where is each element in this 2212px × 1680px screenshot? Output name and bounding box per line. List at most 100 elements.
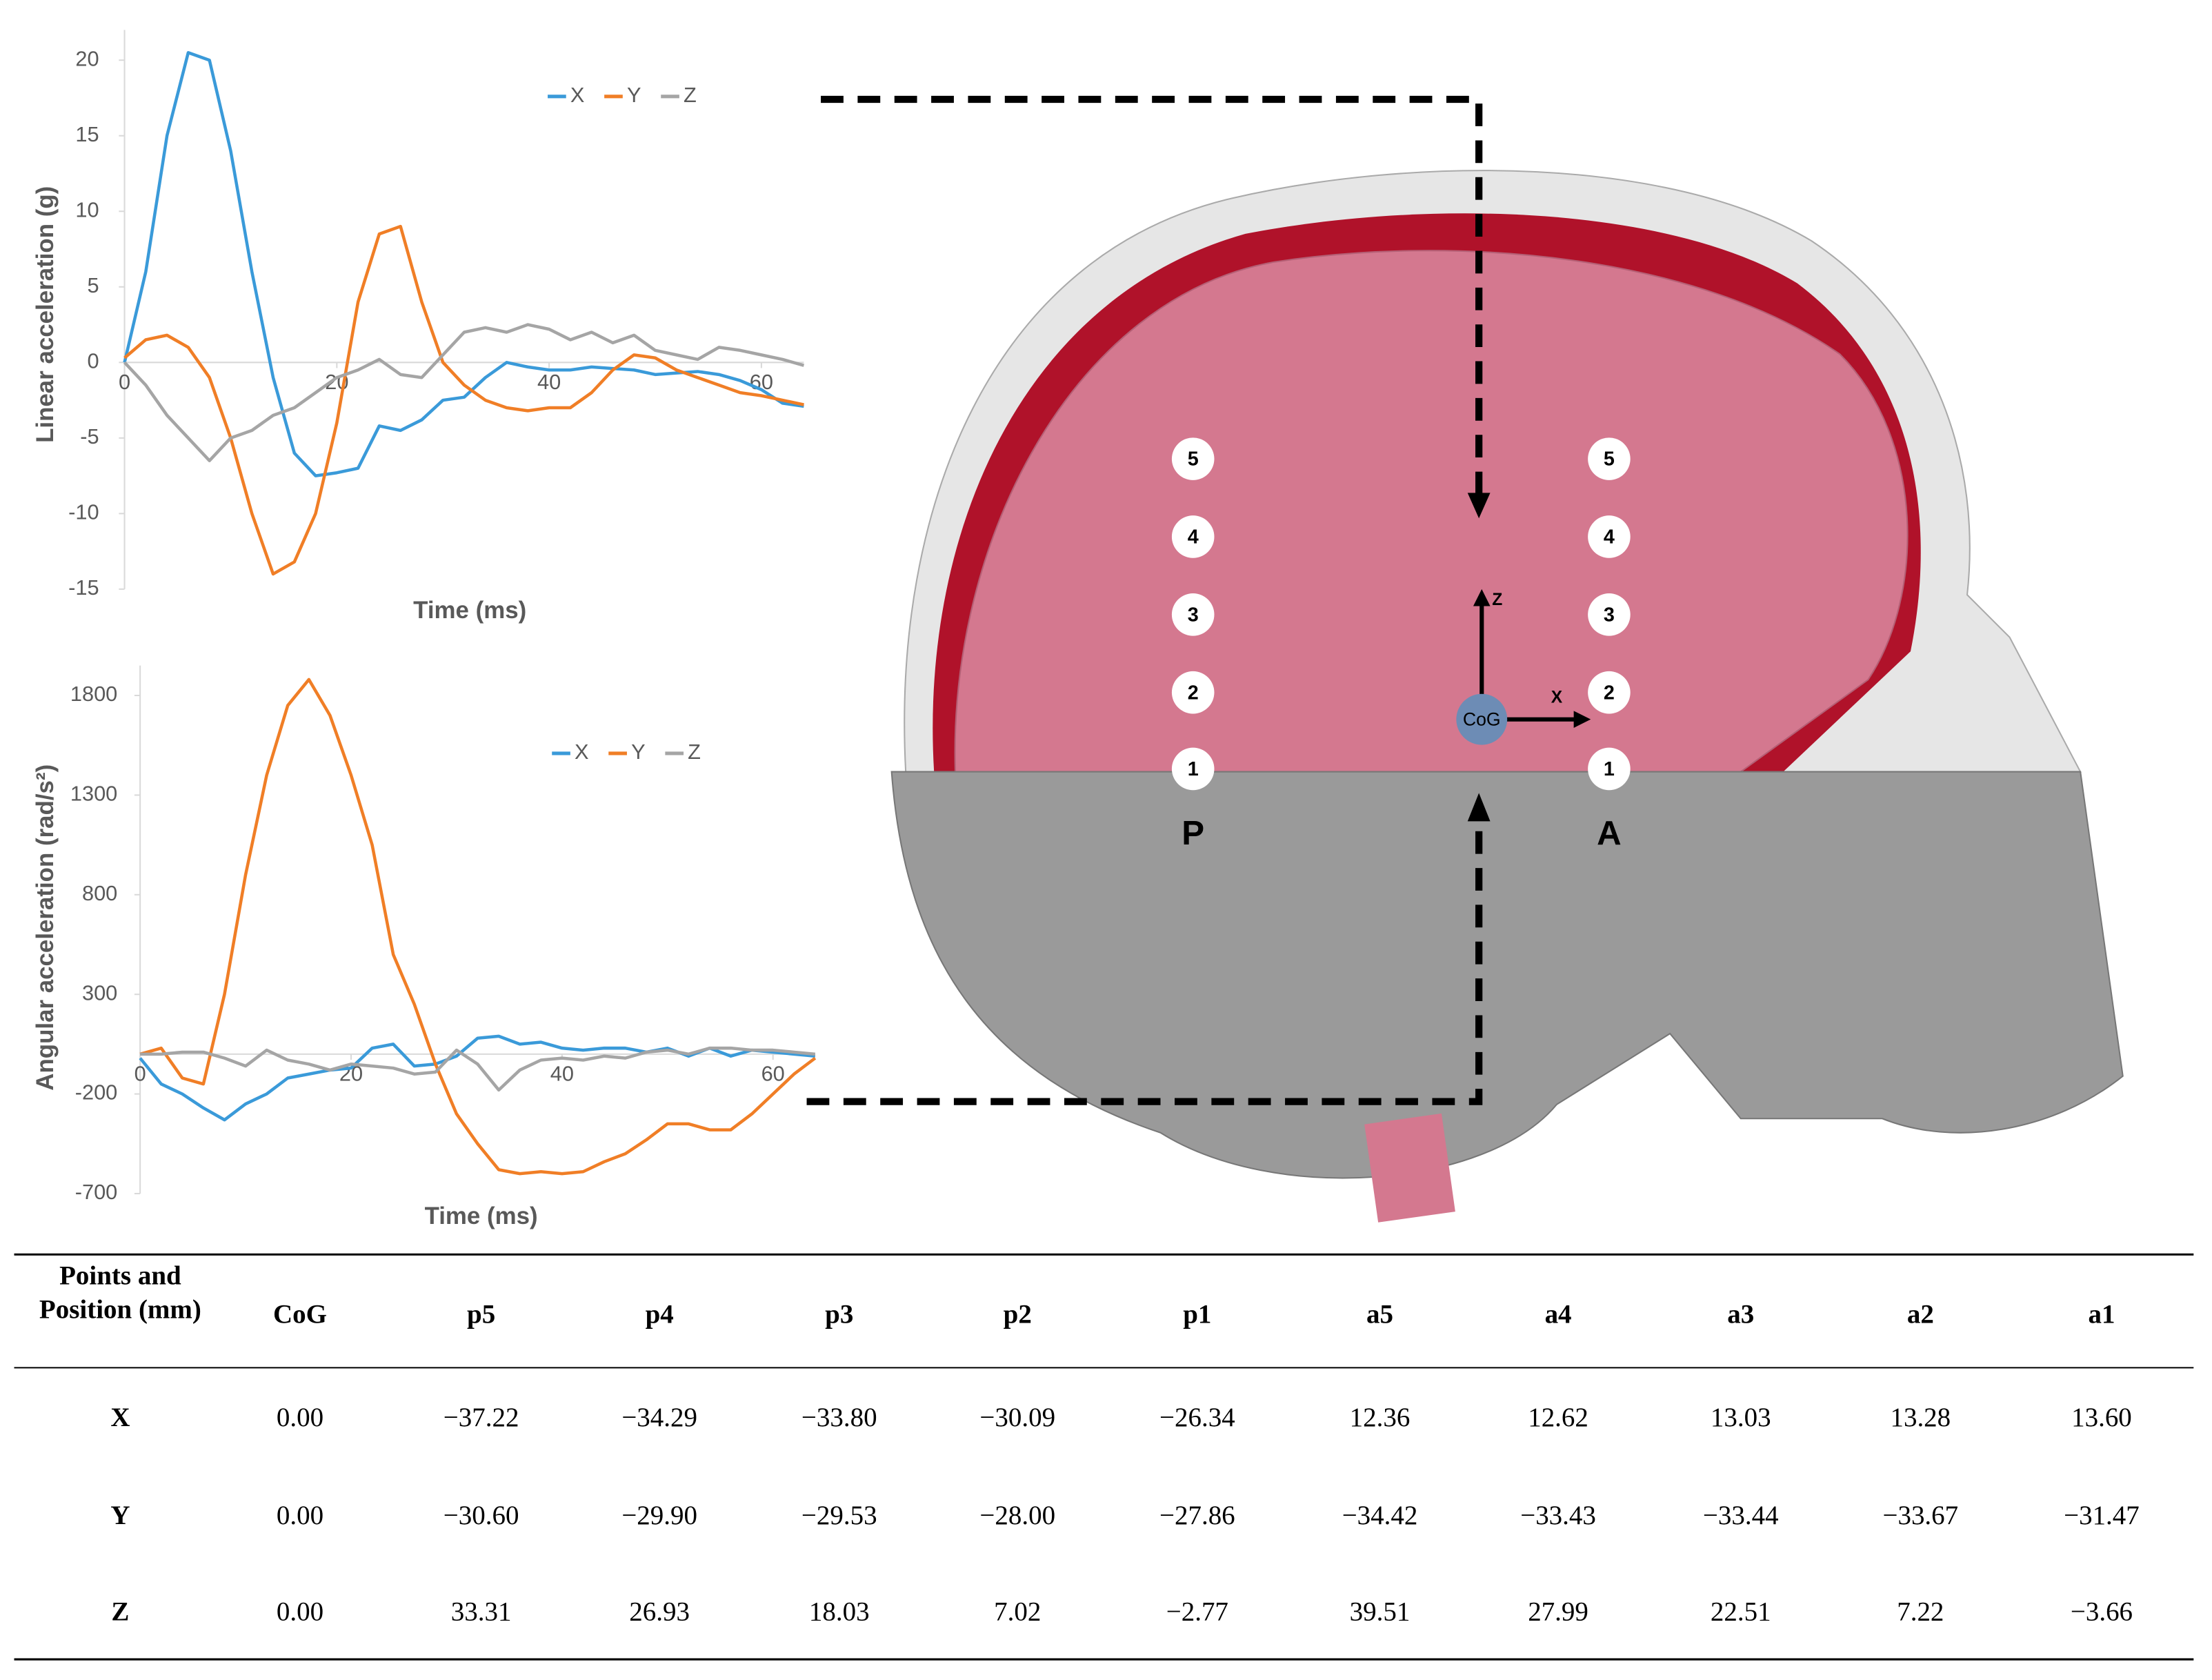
arrows	[1456, 493, 1591, 822]
table-cell: −34.42	[1342, 1501, 1418, 1530]
table-header-cell: p5	[467, 1299, 495, 1329]
table-cell: −31.47	[2064, 1501, 2140, 1530]
table-rules	[14, 1253, 2194, 1661]
point-marker	[1588, 593, 1631, 636]
z-axis-label: Z	[1492, 591, 1502, 609]
point-label: 4	[1188, 526, 1199, 549]
x-axis-title: Time (ms)	[413, 597, 526, 624]
point-label: 3	[1604, 604, 1615, 626]
point-label: 2	[1604, 682, 1615, 704]
table-header-cell: a1	[2088, 1299, 2115, 1329]
point-marker	[1588, 671, 1631, 714]
y-tick-label: 10	[75, 197, 99, 221]
table-cell: −26.34	[1159, 1403, 1235, 1432]
table-cell: 27.99	[1528, 1597, 1588, 1626]
table-cell: −2.77	[1166, 1597, 1228, 1626]
y-tick-label: 20	[75, 46, 99, 70]
table-cell: −29.53	[801, 1501, 877, 1530]
legend-label: Z	[684, 83, 697, 107]
x-axis-title: Time (ms)	[425, 1203, 538, 1229]
table-cell: −34.29	[621, 1403, 697, 1432]
table-cell: −27.86	[1159, 1501, 1235, 1530]
point-marker	[1588, 437, 1631, 480]
y-tick-label: -15	[68, 575, 99, 600]
y-axis-title: Linear acceleration (g)	[32, 186, 59, 443]
point-label: 5	[1604, 448, 1615, 471]
table-cell: −29.90	[621, 1501, 697, 1530]
table-cell: Y	[110, 1501, 130, 1530]
table-cell: 13.28	[1890, 1403, 1951, 1432]
table-cell: Z	[111, 1597, 129, 1626]
table-cell: 22.51	[1711, 1597, 1771, 1626]
x-axis-label: X	[1551, 688, 1563, 706]
table-header-cell: p4	[646, 1299, 674, 1329]
table-header-cell: p2	[1004, 1299, 1032, 1329]
y-tick-label: 300	[82, 980, 117, 1005]
table-cell: 33.31	[451, 1597, 512, 1626]
point-label: 2	[1188, 682, 1199, 704]
point-label: 5	[1188, 448, 1199, 471]
y-tick-label: 1800	[70, 682, 117, 706]
table-cell: −37.22	[444, 1403, 519, 1432]
point-marker	[1171, 515, 1215, 558]
table-cell: −33.80	[801, 1403, 877, 1432]
table-header-cell: a5	[1366, 1299, 1393, 1329]
head-illustration	[890, 170, 2124, 1223]
table-cell: 13.60	[2071, 1403, 2132, 1432]
y-tick-label: 5	[88, 273, 99, 297]
table-cell: −33.43	[1520, 1501, 1596, 1530]
legend-label: X	[575, 740, 589, 764]
table-cell: 26.93	[629, 1597, 690, 1626]
table-cell: −30.60	[444, 1501, 519, 1530]
table-header-cell: a4	[1545, 1299, 1572, 1329]
y-tick-label: 1300	[70, 782, 117, 806]
y-tick-label: -10	[68, 500, 99, 524]
table-cell: 7.22	[1897, 1597, 1944, 1626]
series-line	[139, 678, 817, 1176]
legend-label: Y	[631, 740, 646, 764]
table-cell: −28.00	[979, 1501, 1055, 1530]
series-line	[123, 323, 805, 462]
x-tick-label: 40	[537, 370, 561, 394]
table-cell: 12.36	[1350, 1403, 1411, 1432]
y-tick-label: 0	[88, 348, 99, 373]
table-cell: 7.02	[994, 1597, 1041, 1626]
x-tick-label: 40	[550, 1062, 574, 1086]
y-tick-label: 15	[75, 122, 99, 146]
table-header-cell: Points and Position (mm)	[39, 1261, 201, 1325]
legend-label: Z	[688, 740, 701, 764]
table-header-cell: p3	[825, 1299, 853, 1329]
table-cell: 0.00	[277, 1403, 323, 1432]
table-cell: −33.67	[1882, 1501, 1958, 1530]
table-cell: 13.03	[1711, 1403, 1771, 1432]
x-tick-label: 0	[119, 370, 130, 394]
legend-label: X	[570, 83, 585, 107]
point-label: 1	[1188, 758, 1199, 780]
x-tick-label: 0	[134, 1062, 146, 1086]
table-header-cell: a2	[1907, 1299, 1934, 1329]
table-cell: −33.44	[1703, 1501, 1779, 1530]
table-cell: 0.00	[277, 1597, 323, 1626]
posterior-label: P	[1182, 814, 1204, 852]
table-cell: 18.03	[809, 1597, 870, 1626]
point-marker	[1171, 747, 1215, 791]
y-tick-label: 800	[82, 881, 117, 905]
point-marker	[1171, 593, 1215, 636]
table-cell: 0.00	[277, 1501, 323, 1530]
table-cell: 12.62	[1528, 1403, 1588, 1432]
x-tick-label: 60	[761, 1062, 785, 1086]
dashed-guides	[806, 95, 1483, 1105]
table-header-cell: CoG	[273, 1299, 327, 1329]
table-header-cell: a3	[1727, 1299, 1754, 1329]
table-cell: 39.51	[1350, 1597, 1411, 1626]
y-axis-title: Angular acceleration (rad/s²)	[32, 764, 59, 1091]
y-tick-label: -200	[75, 1080, 118, 1105]
point-marker	[1171, 671, 1215, 714]
table-header-cell: p1	[1183, 1299, 1211, 1329]
point-label: 3	[1188, 604, 1199, 626]
table-cell: −30.09	[979, 1403, 1055, 1432]
table-cell: −3.66	[2071, 1597, 2133, 1626]
y-tick-label: -700	[75, 1180, 118, 1204]
point-marker	[1171, 437, 1215, 480]
